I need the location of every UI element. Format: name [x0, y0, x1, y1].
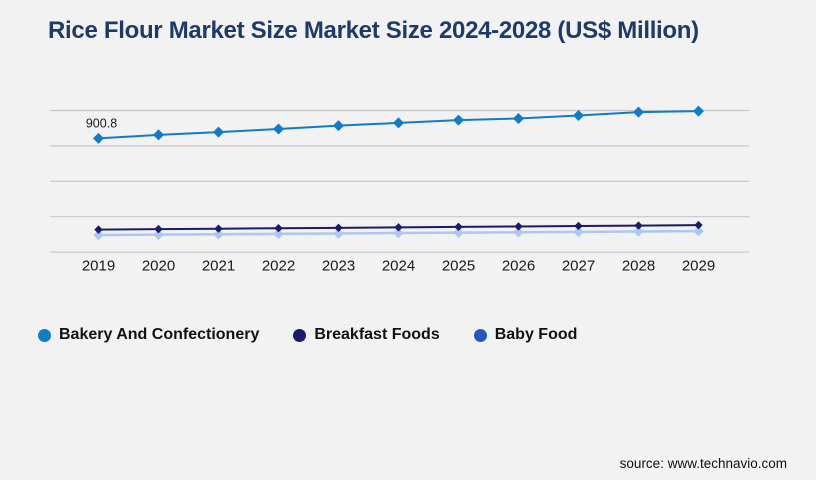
data-point-marker	[214, 224, 223, 233]
data-point-marker	[633, 106, 644, 118]
legend-item-bakery-and-confectionery: Bakery And Confectionery	[38, 326, 259, 344]
data-point-marker	[513, 227, 524, 238]
data-point-marker	[274, 224, 283, 233]
data-point-marker	[153, 229, 164, 240]
data-point-marker	[154, 224, 163, 234]
x-axis-label: 2019	[82, 258, 115, 275]
data-point-marker	[573, 109, 584, 121]
legend-label: Baby Food	[494, 326, 578, 343]
x-axis-label: 2024	[382, 258, 415, 275]
legend-dot-icon	[38, 328, 51, 342]
data-point-marker	[693, 105, 704, 117]
legend-dot-icon	[473, 328, 487, 342]
data-point-marker	[273, 228, 284, 240]
data-point-marker	[574, 221, 583, 231]
data-point-marker	[93, 229, 104, 241]
data-point-marker	[273, 123, 284, 135]
data-point-marker	[633, 226, 644, 237]
x-axis-label: 2023	[322, 258, 355, 275]
data-point-marker	[453, 227, 464, 238]
legend-dot-icon	[293, 328, 307, 342]
data-point-marker	[513, 112, 524, 124]
x-axis-label: 2022	[262, 258, 295, 275]
legend-item-breakfast-foods: Breakfast Foods	[293, 326, 440, 344]
x-axis-label: 2020	[142, 258, 175, 275]
source-attribution: source: www.technavio.com	[619, 456, 787, 471]
data-point-marker	[453, 114, 464, 126]
data-point-marker	[514, 222, 523, 231]
x-axis-label: 2026	[502, 258, 535, 275]
data-point-marker	[94, 225, 103, 234]
data-point-marker	[393, 227, 404, 239]
x-axis-labels: 2019 2020 2021 2022 2023 2024 2025 2026 2027 2028…	[82, 258, 715, 275]
data-point-marker	[153, 129, 164, 141]
data-point-marker	[573, 226, 584, 238]
data-point-marker	[93, 132, 104, 144]
x-axis-label: 2028	[622, 258, 655, 275]
chart-title: Rice Flour Market Size Market Size 2024-…	[48, 17, 699, 44]
data-point-marker	[333, 228, 344, 239]
data-point-marker	[213, 229, 224, 240]
data-point-marker	[333, 120, 344, 132]
x-axis-label: 2027	[562, 258, 595, 275]
data-point-marker	[394, 223, 403, 232]
data-point-marker	[634, 221, 643, 230]
data-point-marker	[213, 126, 224, 138]
series-baby-food	[93, 225, 704, 241]
legend-label: Bakery And Confectionery	[59, 326, 260, 343]
x-axis-label: 2025	[442, 258, 475, 275]
legend-label: Breakfast Foods	[314, 326, 440, 343]
data-point-marker	[454, 222, 463, 232]
x-axis-label: 2029	[682, 258, 715, 275]
data-point-label: 900.8	[86, 116, 117, 130]
series-breakfast-foods	[94, 220, 703, 234]
data-point-marker	[694, 220, 703, 230]
data-point-marker	[693, 225, 704, 237]
data-point-marker	[334, 223, 343, 233]
legend-item-baby-food: Baby Food	[473, 326, 578, 344]
series-bakery-and-confectionery	[93, 105, 704, 144]
gridlines	[50, 109, 749, 253]
chart-legend: Bakery And Confectionery Breakfast Foods B…	[38, 326, 577, 344]
data-point-marker	[393, 117, 404, 129]
x-axis-label: 2021	[202, 258, 235, 275]
